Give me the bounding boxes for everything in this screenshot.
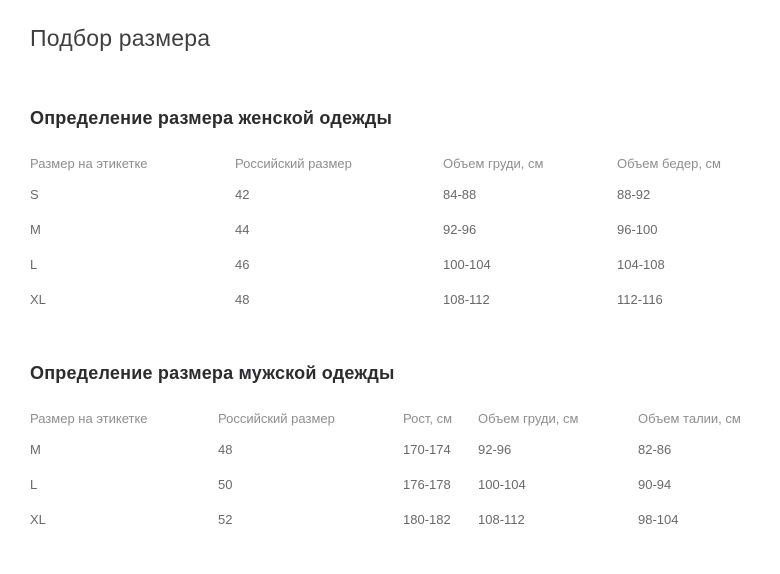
table-row: M 48 170-174 92-96 82-86: [30, 432, 750, 467]
table-cell: 108-112: [478, 512, 525, 527]
table-cell: 82-86: [638, 442, 672, 457]
table-row: L 50 176-178 100-104 90-94: [30, 467, 750, 502]
column-header: Размер на этикетке: [30, 411, 148, 426]
table-cell: 84-88: [443, 187, 477, 202]
table-cell: 176-178: [403, 477, 451, 492]
table-cell: S: [30, 187, 39, 202]
table-cell: 92-96: [443, 222, 477, 237]
table-header-row: Размер на этикетке Российский размер Рост,…: [30, 405, 750, 432]
table-cell: 108-112: [443, 292, 490, 307]
column-header: Российский размер: [218, 411, 335, 426]
women-section-heading: Определение размера женской одежды: [30, 108, 393, 128]
table-cell: 48: [235, 292, 250, 307]
table-cell: L: [30, 477, 38, 492]
table-cell: 50: [218, 477, 233, 492]
table-cell: 98-104: [638, 512, 679, 527]
table-cell: 100-104: [443, 257, 491, 272]
column-header: Объем груди, см: [478, 411, 579, 426]
column-header: Объем талии, см: [638, 411, 741, 426]
table-row: L 46 100-104 104-108: [30, 247, 750, 282]
men-size-table: Размер на этикетке Российский размер Рост,…: [30, 405, 750, 537]
column-header: Рост, см: [403, 411, 453, 426]
table-cell: 90-94: [638, 477, 672, 492]
table-cell: 92-96: [478, 442, 512, 457]
table-cell: 88-92: [617, 187, 651, 202]
table-cell: 48: [218, 442, 233, 457]
table-cell: 104-108: [617, 257, 665, 272]
table-cell: L: [30, 257, 38, 272]
column-header: Размер на этикетке: [30, 156, 148, 171]
column-header: Российский размер: [235, 156, 352, 171]
table-header-row: Размер на этикетке Российский размер Объем…: [30, 150, 750, 177]
table-cell: XL: [30, 512, 46, 527]
table-row: M 44 92-96 96-100: [30, 212, 750, 247]
table-row: XL 52 180-182 108-112 98-104: [30, 502, 750, 537]
table-cell: M: [30, 222, 41, 237]
table-cell: 96-100: [617, 222, 658, 237]
page-title: Подбор размера: [30, 25, 211, 51]
table-cell: 112-116: [617, 292, 663, 307]
women-size-section: Определение размера женской одежды Разме…: [30, 108, 750, 317]
table-cell: M: [30, 442, 41, 457]
women-size-table: Размер на этикетке Российский размер Объем…: [30, 150, 750, 317]
column-header: Объем груди, см: [443, 156, 544, 171]
table-cell: 100-104: [478, 477, 526, 492]
table-cell: 44: [235, 222, 250, 237]
table-row: S 42 84-88 88-92: [30, 177, 750, 212]
table-cell: 170-174: [403, 442, 451, 457]
table-cell: 52: [218, 512, 233, 527]
table-cell: 180-182: [403, 512, 451, 527]
men-size-section: Определение размера мужской одежды Разме…: [30, 363, 750, 537]
table-row: XL 48 108-112 112-116: [30, 282, 750, 317]
table-cell: 42: [235, 187, 250, 202]
men-section-heading: Определение размера мужской одежды: [30, 363, 395, 383]
table-cell: 46: [235, 257, 250, 272]
column-header: Объем бедер, см: [617, 156, 721, 171]
table-cell: XL: [30, 292, 46, 307]
